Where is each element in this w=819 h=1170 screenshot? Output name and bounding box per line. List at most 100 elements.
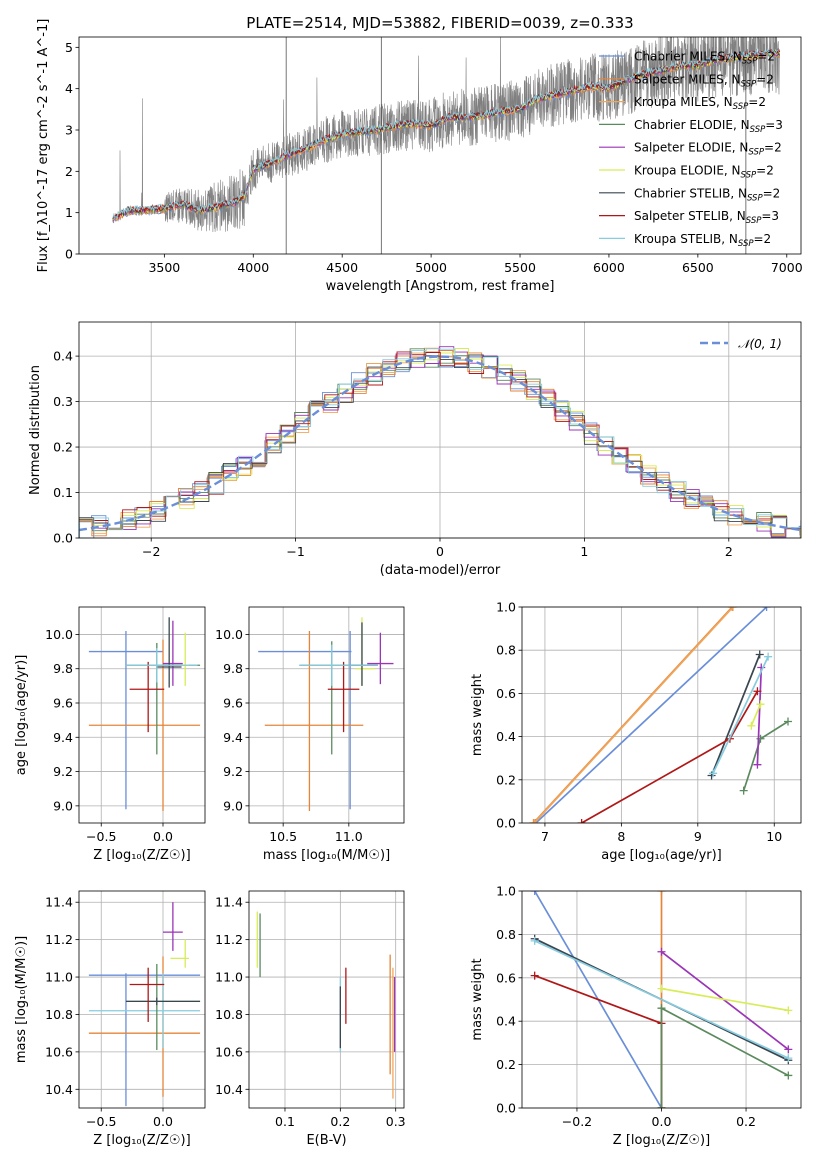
y-tick-label: 9.4: [223, 730, 243, 745]
x-tick-label: 0: [436, 544, 444, 559]
weight-marker: [739, 786, 748, 795]
y-tick-label: 0.2: [496, 1057, 516, 1072]
x-tick-label: 4500: [326, 260, 358, 275]
grid: [249, 607, 404, 823]
y-tick-label: 9.8: [223, 661, 243, 676]
normal-reference-curve: [79, 355, 801, 532]
y-tick-label: 9.0: [53, 798, 73, 813]
y-tick-label: 11.4: [215, 895, 243, 910]
x-axis-label: (data-model)/error: [380, 563, 501, 578]
y-tick-label: 0.4: [496, 729, 516, 744]
weight-marker: [577, 819, 586, 823]
x-tick-label: 10: [766, 829, 782, 844]
error-point: [88, 631, 163, 810]
x-tick-label: 5000: [415, 260, 447, 275]
y-tick-label: 0.4: [496, 1014, 516, 1029]
plot-area: [529, 607, 793, 823]
weight-marker: [784, 1006, 793, 1015]
y-tick-label: 9.4: [53, 730, 73, 745]
y-tick-label: 0.8: [496, 927, 516, 942]
y-tick-label: 3: [65, 123, 73, 138]
y-tick-label: 2: [65, 164, 73, 179]
error-point: [258, 631, 352, 810]
axes: 10.5 11.0 9.0 9.2 9.4 9.6 9.8 10.0 mass [log₁₀(M…: [215, 606, 405, 863]
y-tick-label: 0.8: [496, 643, 516, 658]
error-point: [355, 617, 376, 686]
weight-marker: [762, 607, 771, 611]
y-tick-label: 4: [65, 81, 73, 96]
error-point: [264, 631, 364, 811]
error-point: [327, 661, 360, 733]
error-point: [163, 620, 183, 686]
panel-1: 3500 4000 4500 5000 5500 6000 6500 7000 0 1 2 3 4 5 wa…: [36, 14, 803, 294]
y-axis-label: mass weight: [470, 674, 485, 756]
weight-line: [712, 656, 769, 774]
y-tick-label: 9.6: [53, 696, 73, 711]
panel-5: 7 8 9 10 0.0 0.2 0.4 0.6 0.8 1.0 age [log₁₀(age/yr…: [470, 600, 802, 863]
weight-marker: [764, 652, 773, 661]
legend-label: Salpeter MILES, NSSP=2: [634, 72, 774, 89]
y-tick-label: 11.2: [215, 932, 243, 947]
residual-histogram: [79, 348, 801, 538]
y-tick-label: 0.2: [53, 440, 73, 455]
grid: [79, 891, 205, 1108]
weight-marker: [657, 1004, 666, 1013]
x-tick-label: −1: [286, 544, 304, 559]
weight-line: [533, 607, 734, 823]
plot-area: [79, 346, 801, 538]
weight-line: [756, 667, 763, 765]
x-axis-label: age [log₁₀(age/yr)]: [601, 848, 722, 863]
plot-area: [258, 617, 394, 811]
residual-histogram: [79, 350, 801, 537]
residual-histogram: [79, 354, 801, 532]
y-tick-label: 10.6: [215, 1044, 243, 1059]
x-tick-label: 0.2: [736, 1114, 756, 1129]
weight-line: [710, 654, 761, 776]
y-axis-label: age [log₁₀(age/yr)]: [14, 655, 29, 776]
y-tick-label: 10.0: [45, 627, 73, 642]
error-point: [125, 997, 201, 1006]
weight-marker: [753, 687, 762, 696]
y-tick-label: 11.0: [215, 970, 243, 985]
y-tick-label: 0.6: [496, 970, 516, 985]
y-tick-label: 9.0: [223, 798, 243, 813]
x-tick-label: 5500: [504, 260, 536, 275]
y-tick-label: 10.8: [215, 1007, 243, 1022]
panel-2: −2 −1 0 1 2 0.0 0.1 0.2 0.3 0.4 (data-model)/error…: [28, 321, 802, 578]
x-tick-label: 1: [580, 544, 588, 559]
x-tick-label: 7: [541, 829, 549, 844]
y-tick-label: 10.0: [215, 627, 243, 642]
weight-marker: [657, 947, 666, 956]
plot-area: [88, 617, 201, 811]
observed-spectrum: [112, 37, 780, 233]
error-point: [129, 661, 165, 733]
legend-label: Kroupa STELIB, NSSP=2: [634, 232, 771, 249]
y-tick-label: 0.2: [496, 772, 516, 787]
grid: [249, 891, 404, 1108]
plot-area: [88, 902, 201, 1107]
weight-marker: [784, 1071, 793, 1080]
x-tick-label: 7000: [771, 260, 803, 275]
residual-histogram: [79, 348, 801, 538]
y-tick-label: 10.6: [45, 1044, 73, 1059]
x-axis-label: Z [log₁₀(Z/Z☉)]: [93, 848, 190, 863]
y-tick-label: 11.4: [45, 895, 73, 910]
legend-label: Kroupa MILES, NSSP=2: [634, 95, 766, 112]
x-tick-label: 11.0: [335, 829, 363, 844]
panel-8: −0.2 0.0 0.2 0.0 0.2 0.4 0.6 0.8 1.0 Z [log₁₀(Z/Z…: [470, 884, 802, 1148]
x-tick-label: 6500: [682, 260, 714, 275]
y-tick-label: 0.4: [53, 349, 73, 364]
error-point: [88, 639, 201, 811]
x-tick-label: 0.3: [386, 1114, 406, 1129]
axes: 0.1 0.2 0.3 10.4 10.6 10.8 11.0 11.2 11.4 E(B-V): [215, 890, 406, 1148]
weight-line: [660, 951, 789, 1051]
weight-marker: [530, 819, 539, 823]
residual-histogram: [79, 351, 801, 538]
weight-line: [742, 720, 789, 791]
axes-frame: [248, 606, 405, 824]
y-tick-label: 0.6: [496, 686, 516, 701]
x-tick-label: −2: [142, 544, 160, 559]
y-tick-label: 9.2: [223, 764, 243, 779]
weight-marker: [530, 971, 539, 980]
weight-marker: [747, 721, 756, 730]
